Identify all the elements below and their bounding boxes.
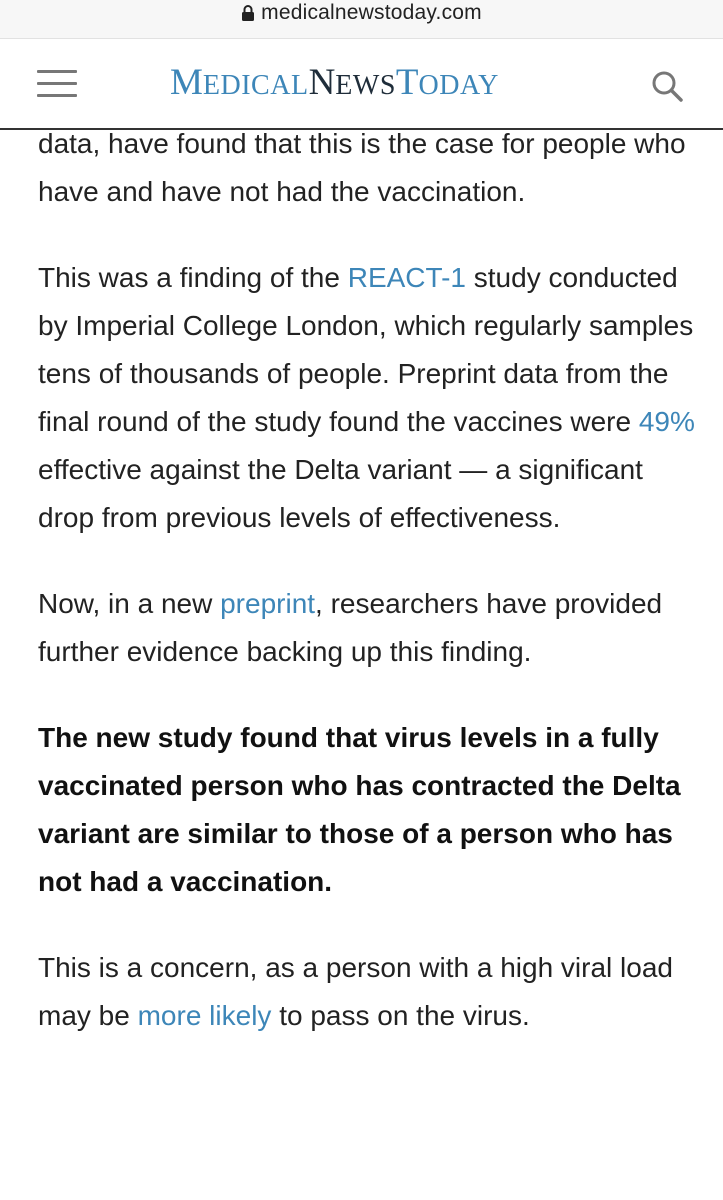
paragraph-4-highlight: The new study found that virus levels in… — [38, 722, 681, 897]
link-more-likely[interactable]: more likely — [137, 1000, 272, 1031]
link-preprint[interactable]: preprint — [220, 588, 316, 619]
url-display[interactable]: medicalnewstoday.com — [241, 1, 482, 25]
paragraph-5: This is a concern, as a person with a hi… — [38, 952, 673, 1031]
article-body: data, have found that this is the case f… — [38, 120, 698, 1078]
menu-icon[interactable] — [37, 70, 77, 98]
browser-url-bar[interactable]: medicalnewstoday.com — [0, 0, 723, 39]
paragraph-2: This was a finding of the REACT-1 study … — [38, 262, 695, 533]
link-49-percent[interactable]: 49% — [638, 406, 695, 437]
site-header: Medical News Today — [0, 39, 723, 130]
paragraph-3: Now, in a new preprint, researchers have… — [38, 588, 663, 667]
url-text: medicalnewstoday.com — [261, 1, 482, 24]
paragraph-1: data, have found that this is the case f… — [38, 128, 686, 207]
lock-icon — [242, 5, 255, 21]
site-logo[interactable]: Medical News Today — [170, 62, 499, 103]
link-react-1[interactable]: REACT-1 — [347, 262, 466, 293]
search-icon[interactable] — [650, 69, 684, 103]
